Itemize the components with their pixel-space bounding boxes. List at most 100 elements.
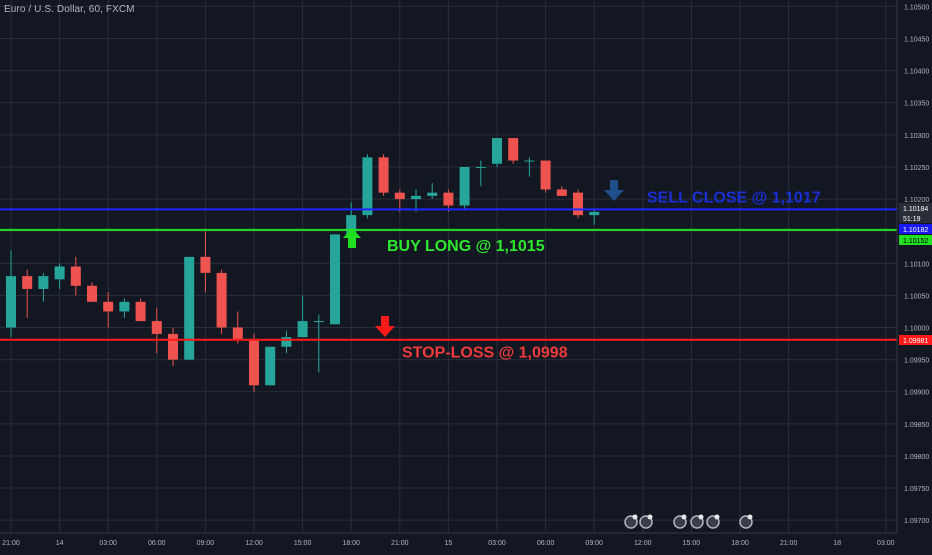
candle-body	[556, 189, 567, 196]
candle-body	[168, 333, 178, 360]
x-tick-label: 12:00	[634, 540, 652, 547]
candle-body	[232, 327, 243, 341]
news-flag-icon[interactable]	[673, 514, 687, 529]
price-label-bg	[899, 203, 932, 213]
event-dot	[747, 514, 753, 520]
candle-body	[265, 346, 276, 386]
stop-loss-price-label: 1.09981	[899, 335, 932, 345]
candle-body	[362, 157, 373, 216]
x-tick-label: 09:00	[585, 540, 603, 547]
y-tick-label: 1.09750	[904, 486, 929, 493]
arrow-shape	[343, 228, 361, 248]
candle-body	[103, 301, 114, 312]
price-label-text: 1.10182	[903, 227, 928, 234]
candle-body	[70, 266, 81, 286]
candle-body	[297, 321, 308, 338]
candle-body	[427, 192, 438, 196]
y-tick-label: 1.10500	[904, 4, 929, 11]
candle-body	[459, 166, 470, 206]
news-flag-icon[interactable]	[690, 514, 704, 529]
event-markers[interactable]	[624, 514, 753, 529]
stop-loss-label: STOP-LOSS @ 1,0998	[402, 345, 568, 362]
candle-body	[216, 272, 227, 328]
buy-long-price-label: 1.10152	[899, 235, 932, 245]
countdown-label: 51:19	[899, 213, 932, 223]
x-tick-label: 09:00	[197, 540, 215, 547]
candle-body	[540, 160, 551, 190]
x-tick-label: 18:00	[342, 540, 360, 547]
sell-close-arrow-icon	[604, 180, 624, 201]
candle-body	[6, 276, 16, 328]
y-tick-label: 1.10000	[904, 326, 929, 333]
event-dot	[698, 514, 704, 520]
candle-body	[87, 285, 97, 302]
price-label-text: 1.09981	[903, 338, 928, 345]
x-tick-label: 15	[445, 540, 453, 547]
sell-close-price-label: 1.10184	[899, 203, 932, 213]
candle-body	[589, 211, 600, 216]
annotations: SELL CLOSE @ 1,1017 BUY LONG @ 1,1015 STOP…	[343, 180, 821, 362]
x-tick-label: 15:00	[683, 540, 701, 547]
x-tick-label: 03:00	[877, 540, 895, 547]
price-label-bg	[899, 224, 932, 234]
candle-body	[411, 195, 421, 200]
event-dot	[681, 514, 687, 520]
x-tick-label: 06:00	[537, 540, 555, 547]
news-flag-icon[interactable]	[706, 514, 720, 529]
price-label-bg	[899, 213, 932, 223]
y-tick-label: 1.09950	[904, 358, 929, 365]
candle-body	[443, 192, 454, 206]
price-label-text: 1.10152	[903, 238, 928, 245]
price-label-bg	[899, 335, 932, 345]
arrow-shape	[375, 316, 395, 337]
candle-body	[38, 276, 49, 289]
y-tick-label: 1.09900	[904, 390, 929, 397]
arrow-shape	[604, 180, 624, 201]
candle-body	[475, 166, 486, 168]
candle-body	[135, 301, 146, 322]
candle-body	[394, 192, 405, 200]
y-tick-label: 1.09850	[904, 422, 929, 429]
candle-body	[119, 301, 130, 312]
candle-body	[346, 215, 357, 235]
candle-body	[524, 160, 535, 162]
x-tick-label: 06:00	[148, 540, 166, 547]
news-flag-icon[interactable]	[639, 514, 653, 529]
candle-body	[54, 266, 65, 280]
event-dot	[632, 514, 638, 520]
x-tick-label: 21:00	[780, 540, 798, 547]
y-tick-label: 1.09800	[904, 454, 929, 461]
candle-body	[330, 234, 340, 325]
candle-body	[151, 321, 162, 334]
x-tick-label: 03:00	[488, 540, 506, 547]
x-tick-label: 15:00	[294, 540, 312, 547]
y-tick-label: 1.09700	[904, 518, 929, 525]
y-tick-label: 1.10100	[904, 261, 929, 268]
x-tick-label: 18:00	[731, 540, 749, 547]
y-tick-label: 1.10400	[904, 69, 929, 76]
x-tick-label: 12:00	[245, 540, 263, 547]
buy-long-label: BUY LONG @ 1,1015	[387, 238, 545, 255]
news-flag-icon[interactable]	[739, 514, 753, 529]
symbol-title: Euro / U.S. Dollar, 60, FXCM	[4, 4, 135, 15]
candle-body	[249, 340, 259, 386]
candle-body	[200, 256, 211, 273]
y-tick-label: 1.10200	[904, 197, 929, 204]
candle-body	[281, 337, 292, 347]
y-tick-label: 1.10350	[904, 101, 929, 108]
y-tick-label: 1.10450	[904, 37, 929, 44]
news-flag-icon[interactable]	[624, 514, 638, 529]
price-label-bg	[899, 235, 932, 245]
x-tick-label: 03:00	[99, 540, 117, 547]
x-tick-label: 18	[833, 540, 841, 547]
stop-loss-arrow-icon	[375, 316, 395, 337]
event-dot	[714, 514, 720, 520]
x-tick-label: 21:00	[2, 540, 20, 547]
candle-body	[22, 276, 33, 289]
candle-body	[378, 157, 389, 193]
price-label-text: 51:19	[903, 216, 921, 223]
